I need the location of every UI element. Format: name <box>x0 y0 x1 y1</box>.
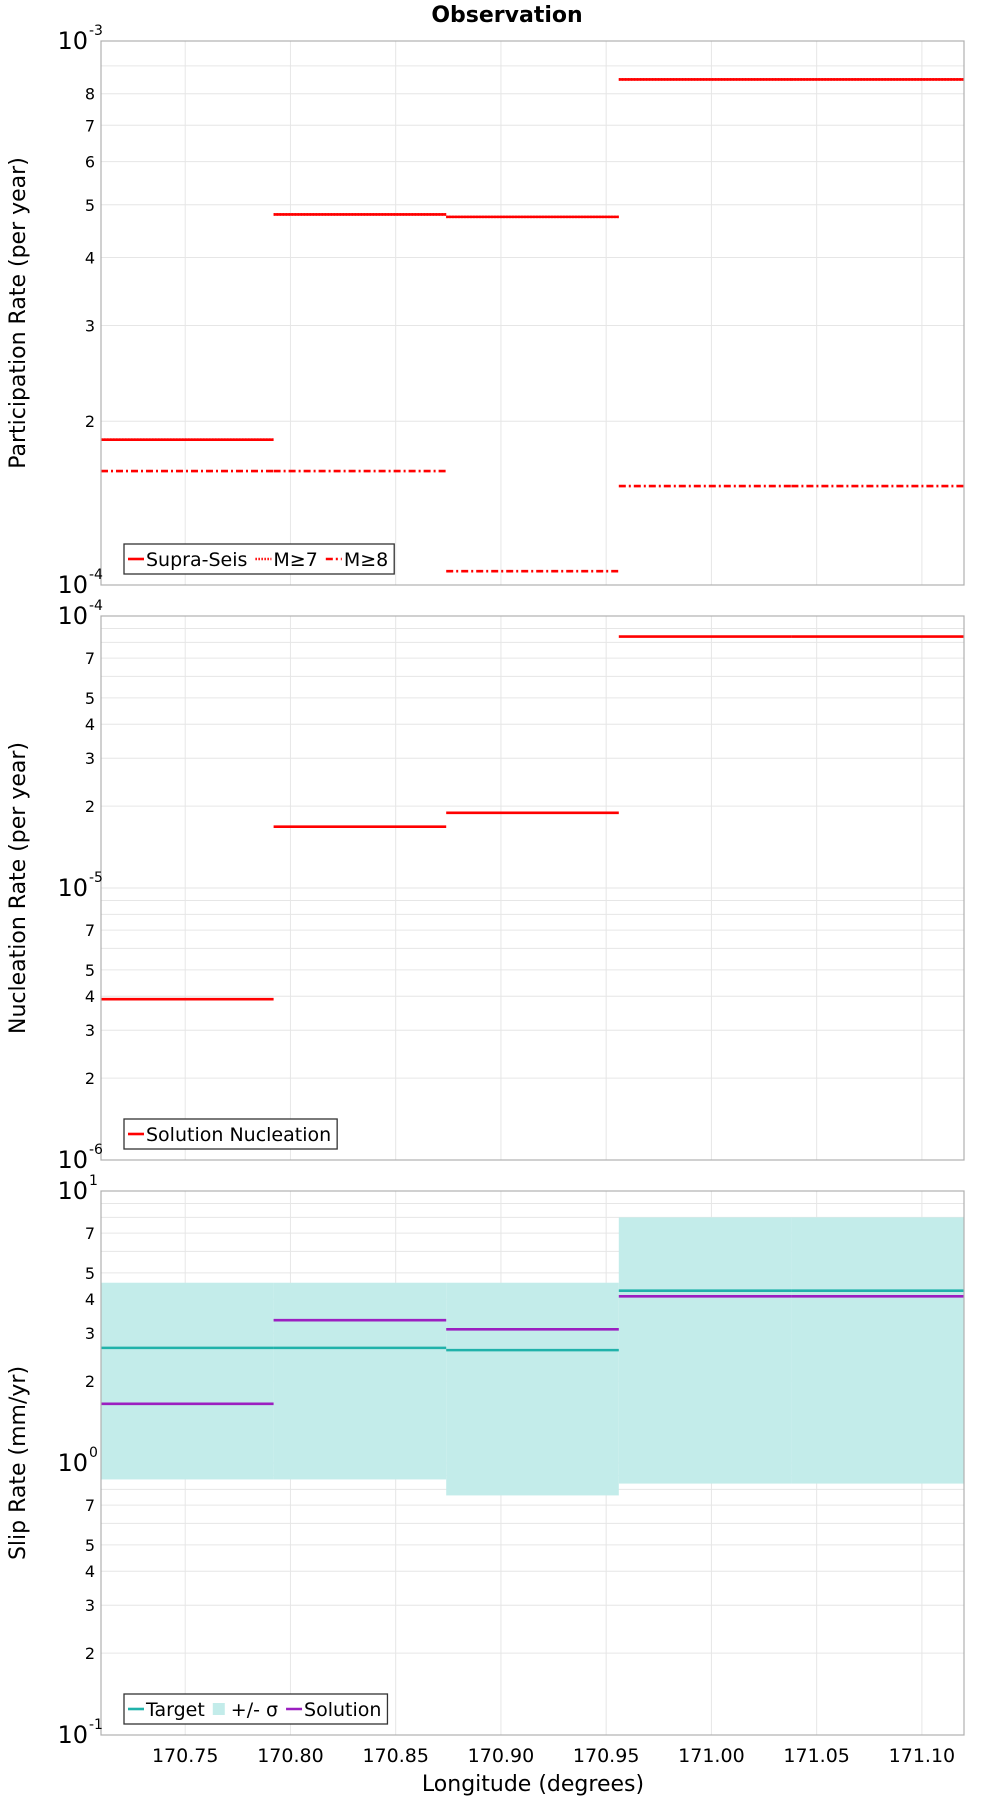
y-tick-label: 4 <box>85 987 95 1006</box>
legend: Solution Nucleation <box>123 1118 338 1150</box>
y-tick-label: 3 <box>85 1324 95 1343</box>
y-tick-label: 8 <box>85 85 95 104</box>
y-tick-label-decade: 10 <box>57 1449 88 1477</box>
legend-entry: Target <box>145 1699 205 1721</box>
legend-box <box>123 1693 389 1725</box>
y-axis-label: Nucleation Rate (per year) <box>6 742 31 1034</box>
plot-frame <box>100 40 965 586</box>
x-tick-label: 171.00 <box>678 1745 744 1767</box>
x-tick-label: 170.90 <box>468 1745 534 1767</box>
y-tick-label: 4 <box>85 715 95 734</box>
x-tick-label: 170.75 <box>152 1745 218 1767</box>
y-tick-label-decade: 10 <box>57 874 88 902</box>
y-tick-label: 5 <box>85 1536 95 1555</box>
y-tick-label: 2 <box>85 797 95 816</box>
legend-entry: M≥8 <box>344 549 388 571</box>
y-tick-label-exponent: -4 <box>89 567 103 583</box>
y-tick-label-decade: 10 <box>57 1721 88 1749</box>
y-tick-label: 7 <box>85 116 95 135</box>
y-tick-label: 3 <box>85 749 95 768</box>
sigma-band-segment <box>791 1217 964 1484</box>
x-tick-label: 171.10 <box>889 1745 955 1767</box>
x-tick-label: 170.95 <box>573 1745 639 1767</box>
x-tick-label: 170.80 <box>257 1745 323 1767</box>
legend-swatch-band <box>212 1703 225 1715</box>
x-axis: 170.75 170.80 170.85 170.90 170.95 171.00 171.… <box>152 1745 955 1767</box>
y-tick-label-exponent: -4 <box>89 598 103 614</box>
y-tick-label-exponent: -3 <box>89 23 103 39</box>
y-tick-label-exponent: 1 <box>89 1173 98 1189</box>
y-axis-label: Slip Rate (mm/yr) <box>6 1366 31 1560</box>
y-tick-label: 4 <box>85 1562 95 1581</box>
x-tick-label: 170.85 <box>362 1745 428 1767</box>
figure-title: Observation <box>431 3 582 28</box>
y-tick-label-decade: 10 <box>57 571 88 599</box>
y-tick-label-decade: 10 <box>57 602 88 630</box>
y-tick-label: 4 <box>85 1290 95 1309</box>
y-tick-label: 7 <box>85 1224 95 1243</box>
y-tick-label: 2 <box>85 1069 95 1088</box>
y-tick-label: 5 <box>85 689 95 708</box>
x-axis-label: Longitude (degrees) <box>422 1772 644 1797</box>
y-tick-label: 3 <box>85 1021 95 1040</box>
y-tick-label: 2 <box>85 1644 95 1663</box>
x-tick-label: 171.05 <box>783 1745 849 1767</box>
sigma-band-segment <box>618 1217 792 1484</box>
y-tick-label: 5 <box>85 196 95 215</box>
y-tick-label-exponent: -5 <box>89 870 103 886</box>
y-tick-label: 7 <box>85 1496 95 1515</box>
y-tick-label: 4 <box>85 248 95 267</box>
y-tick-label-exponent: -6 <box>89 1142 103 1158</box>
legend-entry: Solution Nucleation <box>146 1124 331 1146</box>
y-tick-label: 7 <box>85 921 95 940</box>
y-tick-label: 2 <box>85 1372 95 1391</box>
y-tick-label-exponent: -1 <box>89 1717 103 1733</box>
sigma-band-segment <box>273 1282 447 1480</box>
plot-frame <box>100 615 965 1161</box>
y-tick-label-exponent: 0 <box>89 1445 98 1461</box>
y-axis-label: Participation Rate (per year) <box>6 157 31 469</box>
sigma-band-segment <box>446 1282 619 1496</box>
legend-box <box>123 1118 338 1150</box>
y-tick-label: 7 <box>85 649 95 668</box>
plot-frame <box>100 1190 965 1736</box>
y-tick-label-decade: 10 <box>57 1177 88 1205</box>
y-tick-label: 5 <box>85 1264 95 1283</box>
legend-entry: M≥7 <box>273 549 317 571</box>
y-tick-label-decade: 10 <box>57 27 88 55</box>
sigma-band-segment <box>101 1282 274 1480</box>
y-tick-label: 5 <box>85 961 95 980</box>
legend-entry: Supra-Seis <box>146 549 247 571</box>
y-tick-label: 3 <box>85 316 95 335</box>
y-tick-label: 6 <box>85 153 95 172</box>
y-tick-label: 2 <box>85 412 95 431</box>
legend: Supra-Seis M≥7 M≥8 <box>123 543 395 575</box>
legend: Target +/- σ Solution <box>123 1693 389 1725</box>
y-tick-label-decade: 10 <box>57 1146 88 1174</box>
legend-entry: +/- σ <box>231 1699 278 1721</box>
y-tick-label: 3 <box>85 1596 95 1615</box>
legend-entry: Solution <box>304 1699 381 1721</box>
